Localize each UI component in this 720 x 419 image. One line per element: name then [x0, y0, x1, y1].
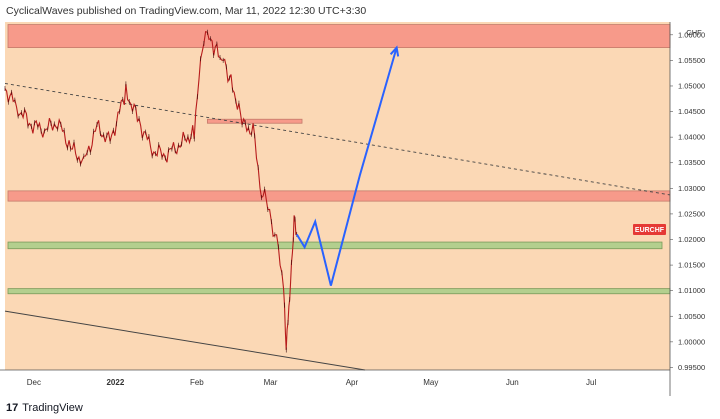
- resistance-zone: [206, 118, 303, 124]
- price-tick-label: 1.05000: [678, 81, 705, 90]
- resistance-zone: [7, 24, 671, 48]
- price-tick-label: 1.05500: [678, 56, 705, 65]
- price-tick-label: 1.02500: [678, 209, 705, 218]
- time-tick-label: 2022: [106, 378, 124, 387]
- publisher-header: CyclicalWaves published on TradingView.c…: [0, 0, 720, 22]
- time-tick-label: May: [423, 378, 438, 387]
- price-tick-label: 1.03500: [678, 158, 705, 167]
- tradingview-footer: 17 TradingView: [0, 396, 720, 419]
- price-tick-label: 1.03000: [678, 184, 705, 193]
- labels-layer: EURCHF: [633, 224, 666, 235]
- publisher-text: CyclicalWaves published on TradingView.c…: [6, 5, 367, 17]
- time-tick-label: Jun: [506, 378, 519, 387]
- time-tick-label: Apr: [346, 378, 359, 387]
- dashed-trendline: [4, 82, 671, 196]
- tradingview-logo-icon: 17: [6, 401, 19, 414]
- price-tick-label: 1.04500: [678, 107, 705, 116]
- time-axis[interactable]: Dec 2022 Feb Mar Apr May Jun Jul: [0, 369, 670, 387]
- price-tick-label: 1.01500: [678, 261, 705, 270]
- price-series-layer: [4, 29, 298, 353]
- support-zone: [7, 288, 671, 295]
- symbol-label: EURCHF: [635, 227, 665, 234]
- price-tick-label: 0.99500: [678, 363, 705, 372]
- price-tick-label: 1.06000: [678, 30, 705, 39]
- price-tick-label: 1.04000: [678, 133, 705, 142]
- currency-label: CHF: [686, 28, 702, 37]
- time-tick-label: Mar: [264, 378, 278, 387]
- symbol-label-bg: [633, 224, 666, 235]
- tradingview-brand: TradingView: [22, 401, 83, 414]
- time-tick-label: Dec: [27, 378, 41, 387]
- price-tick-label: 1.02000: [678, 235, 705, 244]
- support-zone: [7, 241, 663, 250]
- projection-layer: [295, 45, 400, 286]
- price-tick-label: 1.00500: [678, 312, 705, 321]
- projection-arrowhead: [389, 45, 400, 57]
- time-tick-label: Feb: [190, 378, 204, 387]
- projection-path: [295, 47, 398, 286]
- price-line: [4, 31, 297, 351]
- resistance-zone: [7, 190, 671, 202]
- price-tick-label: 1.01000: [678, 286, 705, 295]
- time-tick-label: Jul: [586, 378, 596, 387]
- price-tick-label: 1.00000: [678, 337, 705, 346]
- solid-trendline: [4, 310, 366, 371]
- trendlines-layer: [4, 82, 671, 371]
